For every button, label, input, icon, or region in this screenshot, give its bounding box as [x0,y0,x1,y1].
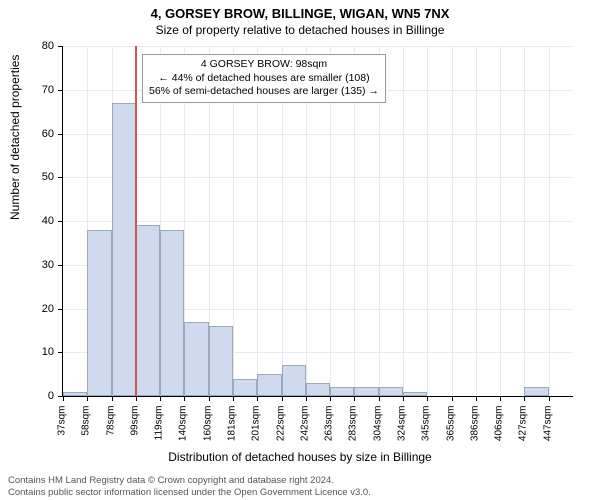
xtick-mark [549,396,550,401]
footer-attribution: Contains HM Land Registry data © Crown c… [8,475,592,498]
histogram-bar [354,387,378,396]
xtick-mark [233,396,234,401]
ytick-mark [58,221,63,222]
histogram-bar [233,379,257,397]
gridline-v [476,46,477,396]
histogram-bar [282,365,306,396]
ytick-mark [58,46,63,47]
xtick-mark [452,396,453,401]
xtick-label: 283sqm [348,406,359,466]
ytick-label: 10 [14,346,54,358]
property-marker-line [135,46,137,396]
xtick-label: 140sqm [178,406,189,466]
footer-line2: Contains public sector information licen… [8,487,592,498]
histogram-bar [63,392,87,396]
xtick-label: 160sqm [202,406,213,466]
annotation-line2: ← 44% of detached houses are smaller (10… [149,72,379,86]
xtick-mark [500,396,501,401]
xtick-mark [112,396,113,401]
histogram-bar [330,387,354,396]
histogram-bar [112,103,136,396]
xtick-mark [354,396,355,401]
xtick-label: 181sqm [227,406,238,466]
ytick-mark [58,177,63,178]
xtick-mark [379,396,380,401]
ytick-mark [58,265,63,266]
gridline-v [549,46,550,396]
footer-line1: Contains HM Land Registry data © Crown c… [8,475,592,486]
ytick-label: 80 [14,40,54,52]
histogram-bar [160,230,184,396]
chart-title-desc: Size of property relative to detached ho… [0,21,600,41]
histogram-bar [184,322,208,396]
xtick-mark [330,396,331,401]
gridline-v [500,46,501,396]
chart-title-address: 4, GORSEY BROW, BILLINGE, WIGAN, WN5 7NX [0,0,600,21]
xtick-label: 447sqm [542,406,553,466]
gridline-v [403,46,404,396]
xtick-label: 78sqm [105,406,116,466]
xtick-mark [257,396,258,401]
xtick-mark [476,396,477,401]
ytick-label: 60 [14,128,54,140]
xtick-label: 37sqm [57,406,68,466]
xtick-label: 201sqm [251,406,262,466]
xtick-label: 58sqm [81,406,92,466]
ytick-mark [58,352,63,353]
annotation-line1: 4 GORSEY BROW: 98sqm [149,58,379,72]
histogram-bar [379,387,403,396]
xtick-label: 263sqm [324,406,335,466]
histogram-bar [209,326,233,396]
xtick-mark [63,396,64,401]
xtick-label: 99sqm [129,406,140,466]
xtick-label: 365sqm [445,406,456,466]
ytick-label: 30 [14,259,54,271]
xtick-label: 406sqm [494,406,505,466]
xtick-label: 345sqm [421,406,432,466]
gridline-h [63,46,573,47]
xtick-label: 222sqm [275,406,286,466]
gridline-h [63,134,573,135]
ytick-mark [58,134,63,135]
annotation-line3: 56% of semi-detached houses are larger (… [149,85,379,99]
xtick-mark [403,396,404,401]
ytick-mark [58,90,63,91]
ytick-label: 70 [14,84,54,96]
xtick-mark [306,396,307,401]
xtick-mark [524,396,525,401]
ytick-label: 20 [14,303,54,315]
annotation-box: 4 GORSEY BROW: 98sqm ← 44% of detached h… [142,54,386,103]
histogram-bar [136,225,160,396]
gridline-v [427,46,428,396]
histogram-bar [306,383,330,396]
xtick-mark [184,396,185,401]
gridline-h [63,177,573,178]
gridline-v [452,46,453,396]
ytick-mark [58,309,63,310]
ytick-label: 50 [14,171,54,183]
xtick-mark [427,396,428,401]
histogram-bar [524,387,548,396]
chart-area: 4 GORSEY BROW: 98sqm ← 44% of detached h… [62,46,572,396]
gridline-h [63,221,573,222]
histogram-bar [403,392,427,396]
xtick-label: 119sqm [154,406,165,466]
xtick-mark [87,396,88,401]
xtick-label: 427sqm [518,406,529,466]
xtick-label: 304sqm [372,406,383,466]
xtick-mark [209,396,210,401]
xtick-label: 324sqm [397,406,408,466]
ytick-label: 0 [14,390,54,402]
histogram-bar [87,230,111,396]
ytick-label: 40 [14,215,54,227]
xtick-mark [282,396,283,401]
histogram-bar [257,374,281,396]
xtick-label: 242sqm [299,406,310,466]
xtick-label: 386sqm [469,406,480,466]
xtick-mark [160,396,161,401]
gridline-v [524,46,525,396]
xtick-mark [136,396,137,401]
